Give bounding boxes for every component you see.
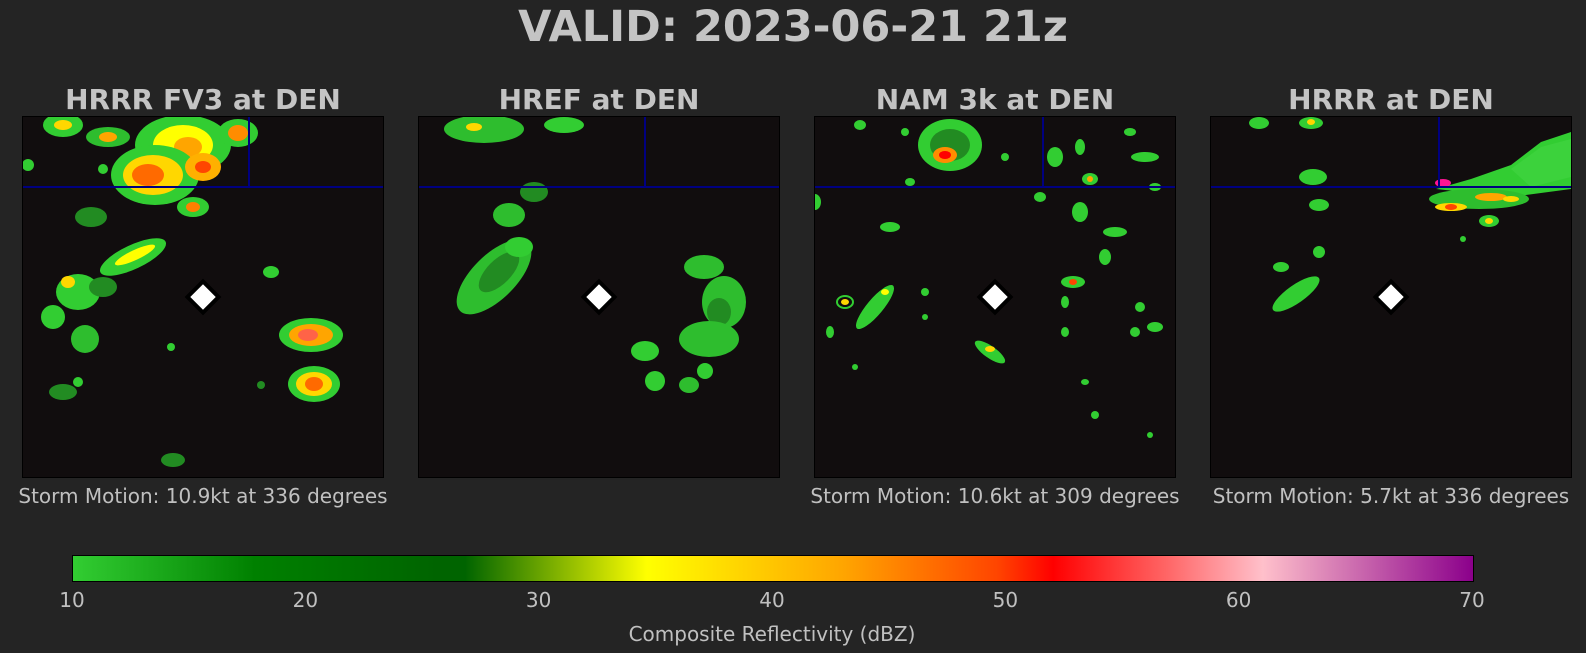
echo-cell	[684, 255, 724, 279]
echo-cell	[1034, 192, 1046, 202]
colorbar-tick-label: 50	[992, 588, 1019, 612]
county-boundaries	[23, 117, 383, 188]
figure-title: VALID: 2023-06-21 21z	[518, 2, 1068, 52]
storm-motion-text: Storm Motion: 10.6kt at 309 degrees	[810, 484, 1180, 508]
panel-title: NAM 3k at DEN	[875, 83, 1115, 116]
echo-cell	[1313, 246, 1325, 258]
echo-cell	[41, 305, 65, 329]
reflectivity-field	[815, 117, 1175, 438]
colorbar-tick-label: 10	[59, 588, 85, 612]
echo-cells	[1249, 117, 1571, 312]
echo-cell	[679, 321, 739, 357]
echo-cell	[161, 453, 185, 467]
echo-cell	[697, 363, 713, 379]
echo-cell	[855, 284, 895, 330]
storm-motion-text: Storm Motion: 10.9kt at 336 degrees	[18, 484, 388, 508]
reflectivity-field	[23, 117, 383, 467]
reflectivity-map	[814, 116, 1176, 478]
storm-motion-text: Storm Motion: 5.7kt at 336 degrees	[1212, 484, 1570, 508]
reflectivity-field	[419, 117, 779, 393]
echo-cell	[263, 266, 279, 278]
panel-hrrr-fv3: HRRR FV3 at DEN	[18, 83, 387, 509]
panel-nam-3k: NAM 3k at DEN	[810, 83, 1179, 509]
echo-cell	[520, 182, 548, 202]
colorbar-tick-label: 30	[525, 588, 552, 612]
panel-title: HRRR FV3 at DEN	[65, 83, 341, 116]
echo-cell	[89, 277, 117, 297]
echo-cell	[631, 341, 659, 361]
reflectivity-field	[1211, 117, 1571, 316]
county-boundaries	[815, 117, 1175, 188]
colorbar-tick-label: 40	[759, 588, 785, 612]
colorbar-label: Composite Reflectivity (dBZ)	[628, 622, 916, 646]
echo-cell	[645, 371, 665, 391]
reflectivity-map	[22, 116, 384, 478]
echo-cell	[505, 237, 533, 257]
echo-cells	[444, 117, 746, 393]
reflectivity-map	[1210, 116, 1572, 478]
echo-cell	[1309, 199, 1329, 211]
reflectivity-map	[418, 116, 780, 478]
echo-cell	[71, 325, 99, 353]
echo-cell	[1249, 117, 1269, 129]
station-marker	[1372, 278, 1410, 316]
echo-cell	[49, 384, 77, 400]
echo-cell	[444, 117, 524, 143]
colorbar-tick-label: 60	[1225, 588, 1252, 612]
panel-title: HRRR at DEN	[1288, 83, 1494, 116]
panel-href: HREF at DEN	[418, 84, 780, 484]
echo-cell	[493, 203, 525, 227]
echo-cell	[1272, 276, 1320, 312]
panel-hrrr: HRRR at DEN	[1210, 84, 1572, 508]
echo-cell	[1273, 262, 1289, 272]
echo-cell	[854, 120, 866, 130]
panel-title: HREF at DEN	[498, 83, 700, 116]
county-boundaries	[1211, 117, 1571, 188]
echo-cell	[1299, 169, 1327, 185]
station-marker	[976, 278, 1014, 316]
county-boundaries	[419, 117, 779, 188]
colorbar	[72, 555, 1474, 582]
station-marker	[184, 278, 222, 316]
echo-cell	[679, 377, 699, 393]
echo-cell	[75, 207, 107, 227]
echo-cells	[23, 117, 343, 467]
colorbar-tick-label: 70	[1459, 588, 1485, 612]
colorbar-tick-label: 20	[292, 588, 319, 612]
echo-cell	[544, 117, 584, 133]
echo-cells	[815, 119, 1163, 438]
station-marker	[580, 278, 618, 316]
